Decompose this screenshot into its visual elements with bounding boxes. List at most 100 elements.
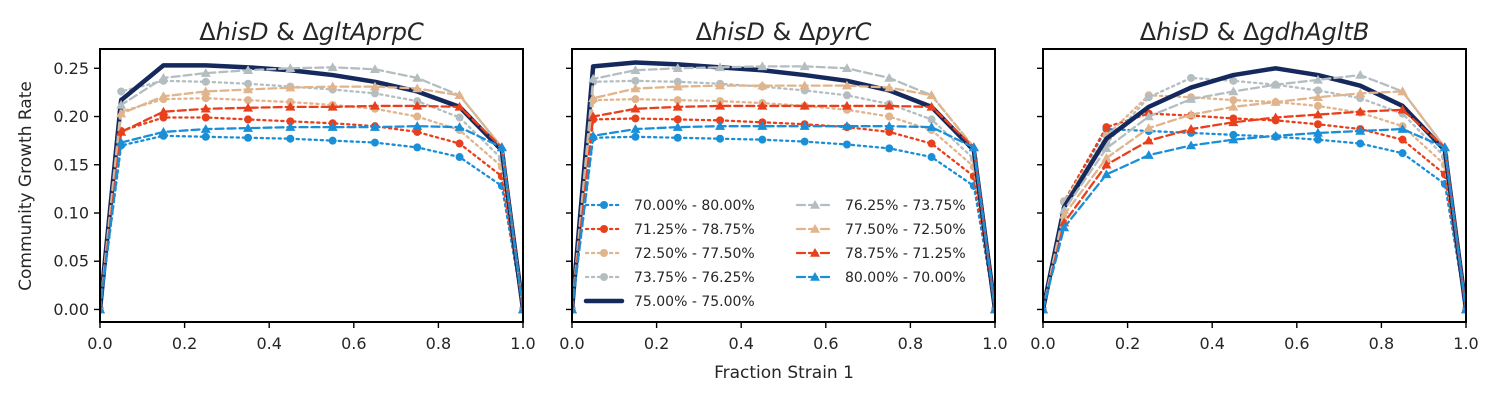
data-point: [757, 121, 768, 130]
data-point: [757, 100, 768, 110]
data-point: [327, 122, 338, 131]
data-point: [244, 79, 253, 88]
data-point: [454, 90, 465, 100]
data-point: [1356, 139, 1365, 148]
data-point: [630, 65, 641, 74]
panel-1: ΔhisD & ΔgltAprpC 0.00 0.05 0.10 0.15 0.20 0.2…: [53, 18, 535, 353]
data-point: [454, 101, 465, 111]
data-point: [841, 63, 852, 73]
series-line: [100, 125, 523, 311]
series-line: [572, 117, 995, 311]
data-point: [1143, 150, 1154, 159]
data-point: [1187, 73, 1196, 82]
legend-label: 70.00% - 80.00%: [634, 198, 755, 214]
series-line: [1043, 66, 1466, 312]
data-point: [1143, 111, 1154, 121]
panel-title-part: gltAprpC: [319, 18, 424, 46]
data-point: [116, 99, 127, 109]
data-point: [588, 73, 599, 83]
data-point: [1355, 125, 1366, 135]
panel-title-part: & Δ: [1209, 18, 1260, 46]
data-point: [715, 100, 726, 110]
legend-marker: [810, 224, 820, 233]
data-point: [285, 63, 296, 73]
data-point: [117, 87, 126, 96]
data-point: [1229, 76, 1238, 85]
data-point: [243, 123, 254, 132]
data-point: [715, 62, 726, 72]
panel-title-part: & Δ: [765, 18, 816, 46]
data-point: [884, 100, 895, 110]
data-point: [1059, 209, 1070, 219]
legend-label: 73.75% - 76.25%: [634, 270, 755, 286]
data-point: [200, 103, 211, 113]
data-point: [158, 91, 169, 101]
x-tick-label: 0.4: [256, 334, 281, 353]
data-point: [100, 304, 105, 314]
legend-label: 77.50% - 72.50%: [845, 222, 966, 238]
data-point: [328, 136, 337, 145]
data-point: [243, 65, 254, 74]
panel-title: ΔhisD & ΔgdhAgltB: [1140, 18, 1370, 46]
data-point: [673, 96, 682, 105]
data-point: [1461, 304, 1466, 314]
data-point: [1397, 104, 1408, 114]
series-line: [572, 135, 995, 311]
data-point: [842, 91, 851, 100]
data-point: [1228, 117, 1239, 127]
legend-label: 72.50% - 77.50%: [634, 246, 755, 262]
y-tick-label: 0.00: [53, 300, 89, 319]
data-point: [327, 81, 338, 91]
data-point: [757, 61, 768, 71]
data-point: [286, 117, 295, 126]
data-point: [673, 115, 682, 124]
data-point: [758, 135, 767, 144]
series-line: [572, 79, 995, 311]
panel-title-part: gdhAgltB: [1259, 18, 1369, 46]
panel-title-part: hisD: [1156, 18, 1209, 46]
data-point: [631, 114, 640, 123]
data-point: [926, 122, 937, 131]
legend-marker: [810, 272, 820, 281]
data-point: [116, 137, 127, 147]
legend-label: 71.25% - 78.75%: [634, 222, 755, 238]
series-group: [572, 60, 995, 314]
plot-frame: [99, 48, 524, 323]
data-point: [1439, 142, 1450, 152]
data-point: [413, 127, 422, 136]
series-line: [100, 85, 523, 311]
data-point: [369, 81, 380, 91]
series-line: [572, 98, 995, 311]
data-point: [588, 93, 599, 102]
data-point: [496, 142, 507, 152]
series-line: [100, 97, 523, 311]
data-point: [243, 102, 254, 112]
x-tick-label: 1.0: [982, 334, 1007, 353]
x-tick-label: 1.0: [510, 334, 535, 353]
series-line: [100, 116, 523, 311]
x-tick-label: 0.8: [898, 334, 923, 353]
data-point: [412, 83, 423, 93]
legend: 70.00% - 80.00% 71.25% - 78.75% 72.50% - 7…: [583, 198, 966, 310]
data-point: [412, 72, 423, 82]
data-point: [1228, 101, 1239, 111]
y-tick-label: 0.10: [53, 203, 89, 222]
data-point: [518, 304, 523, 314]
data-point: [201, 94, 210, 103]
x-tick-label: 0.0: [1030, 334, 1055, 353]
data-point: [715, 80, 726, 90]
data-point: [631, 132, 640, 141]
data-point: [800, 137, 809, 146]
data-point: [412, 100, 423, 110]
data-point: [630, 83, 641, 93]
series-line: [572, 125, 995, 311]
data-point: [369, 122, 380, 131]
panel-title-part: hisD: [216, 18, 269, 46]
series-line: [100, 104, 523, 311]
data-point: [1397, 124, 1408, 133]
data-point: [201, 77, 210, 86]
series-line: [572, 84, 995, 311]
data-point: [1313, 135, 1322, 144]
data-point: [200, 68, 211, 77]
